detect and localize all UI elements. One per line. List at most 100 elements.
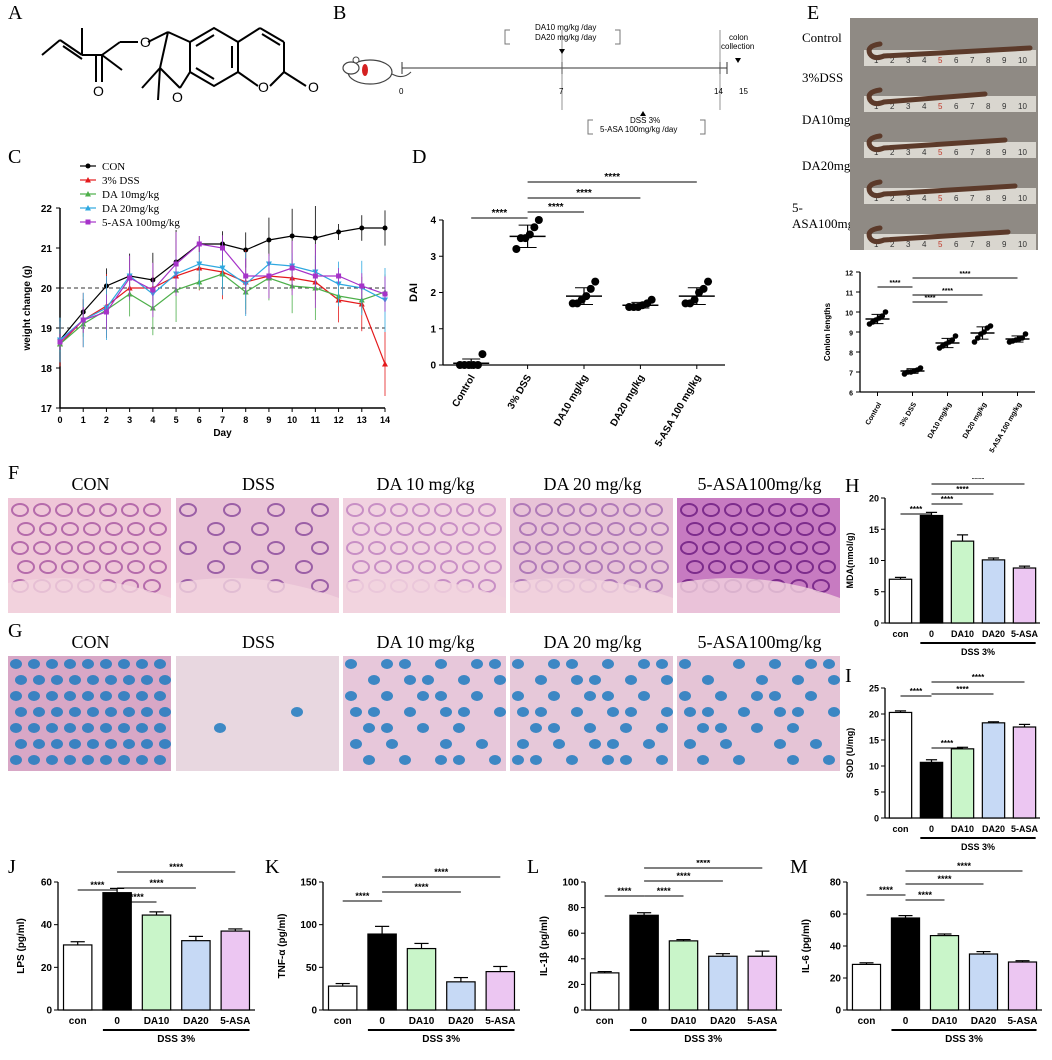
significance-label: ****	[657, 886, 672, 896]
y-tick-label: 150	[300, 878, 317, 889]
colon-label-control: Control	[802, 30, 842, 45]
x-tick-label: 5-ASA	[220, 1016, 250, 1027]
data-point	[359, 225, 365, 231]
goblet-cell	[548, 691, 560, 701]
ruler-number: 4	[922, 148, 927, 157]
goblet-cell	[607, 707, 619, 717]
panel-label-g: G	[8, 620, 23, 642]
colon-photo-labels: Control 3%DSS DA10mg/kg DA20mg/kg 5-ASA1…	[792, 20, 871, 250]
x-tick-label: 7	[220, 415, 225, 425]
data-point	[952, 333, 959, 339]
crypt	[680, 541, 698, 555]
x-tick-label: 0	[641, 1016, 647, 1027]
goblet-cell	[566, 659, 578, 669]
crypt	[645, 503, 663, 517]
goblet-cell	[100, 691, 112, 701]
goblet-cell	[774, 739, 786, 749]
panel-label-j: J	[8, 856, 16, 878]
crypt	[311, 541, 329, 555]
goblet-cell	[620, 755, 632, 765]
he-stain-title: DA 10 mg/kg	[376, 474, 475, 494]
crypt	[629, 560, 647, 574]
y-tick-label: 9	[849, 331, 853, 338]
y-axis-title: Conlon lengths	[823, 302, 832, 361]
goblet-cell	[535, 675, 547, 685]
goblet-cell	[787, 723, 799, 733]
he-stain-image	[510, 498, 673, 613]
data-point	[266, 273, 272, 279]
y-tick-label: 40	[568, 954, 580, 965]
x-tick-label: DA10	[144, 1016, 170, 1027]
goblet-cell	[602, 691, 614, 701]
crypt	[434, 503, 452, 517]
crypt	[702, 503, 720, 517]
y-tick-label: 10	[869, 556, 879, 566]
crypt	[55, 541, 73, 555]
x-tick-label: 4	[150, 415, 155, 425]
ruler-number: 3	[906, 240, 911, 249]
crypt	[651, 522, 669, 536]
y-axis-title: MDA(nmol/g)	[845, 533, 855, 589]
y-axis-title: weight change (g)	[22, 266, 33, 352]
goblet-cell	[823, 659, 835, 669]
goblet-cell	[368, 675, 380, 685]
crypt	[127, 560, 145, 574]
goblet-cell	[458, 675, 470, 685]
ruler-number: 6	[954, 194, 959, 203]
crypt	[61, 560, 79, 574]
ruler-number: 2	[890, 240, 895, 249]
goblet-cell	[141, 707, 153, 717]
x-tick-label: 12	[334, 415, 344, 425]
bar-0	[367, 933, 397, 1011]
svg-text:O: O	[93, 83, 104, 99]
svg-text:O: O	[172, 89, 183, 105]
goblet-cell	[82, 659, 94, 669]
crypt	[702, 541, 720, 555]
colon-tissue	[866, 133, 1008, 153]
significance-label: ****	[676, 871, 691, 881]
ruler-number: 10	[1018, 56, 1027, 65]
y-tick-label: 6	[849, 391, 853, 398]
crypt	[83, 522, 101, 536]
goblet-cell	[571, 707, 583, 717]
x-tick-label: con	[892, 824, 908, 834]
ruler-number: 4	[922, 194, 927, 203]
goblet-cell	[679, 691, 691, 701]
ab-stain-image	[8, 656, 171, 771]
panel-label-i: I	[845, 665, 852, 687]
goblet-cell	[69, 707, 81, 717]
y-tick-label: 5	[874, 587, 879, 597]
ruler-number: 6	[954, 240, 959, 249]
significance-label: ****	[130, 892, 145, 902]
x-tick-label: DA20	[183, 1016, 209, 1027]
y-tick-label: 10	[845, 311, 853, 318]
crypt	[295, 560, 313, 574]
goblet-cell	[100, 723, 112, 733]
goblet-cell	[417, 691, 429, 701]
crypt	[768, 503, 786, 517]
crypt	[179, 503, 197, 517]
data-point	[103, 309, 109, 315]
goblet-cell	[69, 739, 81, 749]
he-stain-title: DA 20 mg/kg	[543, 474, 642, 494]
crypt	[513, 541, 531, 555]
goblet-cell	[517, 739, 529, 749]
y-axis-title: SOD (U/mg)	[845, 728, 855, 779]
bar-DA20	[181, 940, 211, 1011]
y-tick-label: 4	[430, 216, 436, 227]
he-stain-image	[343, 498, 506, 613]
y-tick-label: 15	[869, 525, 879, 535]
crypt	[207, 560, 225, 574]
goblet-cell	[33, 739, 45, 749]
legend-label: 5-ASA 100mg/kg	[102, 217, 180, 229]
bar-DA10	[406, 947, 437, 1011]
goblet-cell	[136, 691, 148, 701]
y-tick-label: 0	[311, 1006, 317, 1017]
crypt	[790, 503, 808, 517]
crypt	[818, 560, 836, 574]
data-point	[987, 323, 994, 329]
x-tick-label: 5-ASA	[747, 1016, 777, 1027]
crypt	[368, 541, 386, 555]
ruler-number: 5	[938, 194, 943, 203]
significance-label: ****	[941, 739, 954, 748]
